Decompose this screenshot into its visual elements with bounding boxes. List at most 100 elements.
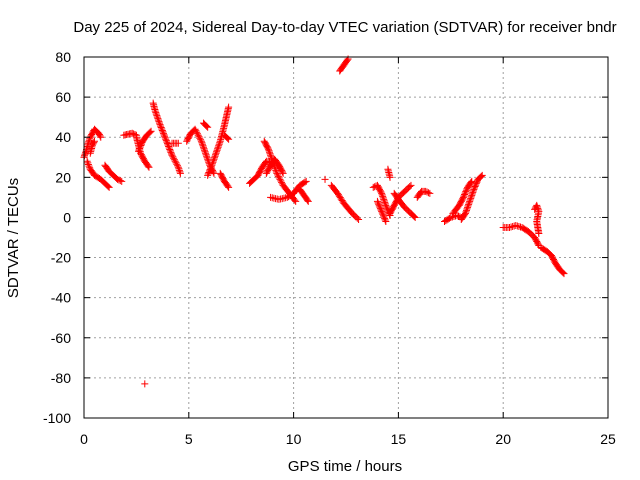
plot-frame xyxy=(83,56,609,419)
data-point xyxy=(299,188,301,190)
y-tick-label: -20 xyxy=(51,250,71,266)
data-point xyxy=(137,150,139,152)
data-point xyxy=(270,196,272,198)
data-point xyxy=(91,144,93,146)
y-tick-label: 80 xyxy=(55,49,71,65)
data-point xyxy=(265,160,267,162)
data-point xyxy=(358,218,360,220)
data-point xyxy=(410,184,412,186)
data-point xyxy=(397,198,399,200)
data-point xyxy=(93,128,95,130)
data-point xyxy=(385,220,387,222)
data-point xyxy=(263,140,265,142)
data-point xyxy=(272,160,274,162)
data-point xyxy=(112,174,114,176)
data-point xyxy=(540,247,542,249)
data-point xyxy=(462,196,464,198)
data-point xyxy=(272,162,274,164)
data-point xyxy=(98,132,100,134)
data-point xyxy=(282,172,284,174)
data-point xyxy=(207,126,209,128)
data-point xyxy=(464,212,466,214)
data-point xyxy=(389,176,391,178)
tick-marks xyxy=(83,56,609,419)
data-point xyxy=(89,152,91,154)
data-point xyxy=(538,245,540,247)
data-point xyxy=(282,184,284,186)
data-point xyxy=(521,226,523,228)
data-point xyxy=(261,166,263,168)
data-point xyxy=(207,174,209,176)
data-point xyxy=(534,237,536,239)
data-point xyxy=(117,178,119,180)
data-point xyxy=(144,160,146,162)
data-point xyxy=(347,58,349,60)
data-point xyxy=(467,186,469,188)
data-point xyxy=(100,136,102,138)
data-point xyxy=(389,212,391,214)
data-point xyxy=(202,122,204,124)
grid-lines xyxy=(84,57,608,418)
data-point xyxy=(534,208,536,210)
data-point xyxy=(177,142,179,144)
data-point xyxy=(410,212,412,214)
x-tick-label: 15 xyxy=(391,431,407,447)
data-point xyxy=(150,130,152,132)
data-point xyxy=(108,170,110,172)
data-point xyxy=(223,124,225,126)
data-point xyxy=(429,192,431,194)
data-point xyxy=(158,122,160,124)
x-tick-label: 10 xyxy=(286,431,302,447)
x-tick-label: 0 xyxy=(80,431,88,447)
data-point xyxy=(452,212,454,214)
x-tick-labels: 0 5 10 15 20 25 xyxy=(80,431,616,447)
data-point xyxy=(104,182,106,184)
data-point xyxy=(140,152,142,154)
data-point xyxy=(228,106,230,108)
data-point xyxy=(538,210,540,212)
data-point xyxy=(219,172,221,174)
data-point xyxy=(404,206,406,208)
data-point xyxy=(104,164,106,166)
data-point xyxy=(303,194,305,196)
data-point xyxy=(414,216,416,218)
data-point xyxy=(228,138,230,140)
data-point xyxy=(93,140,95,142)
data-point xyxy=(477,178,479,180)
data-point xyxy=(397,196,399,198)
data-point xyxy=(123,134,125,136)
x-tick-label: 25 xyxy=(600,431,616,447)
data-point xyxy=(100,178,102,180)
data-point xyxy=(253,178,255,180)
data-point xyxy=(305,180,307,182)
data-point xyxy=(278,164,280,166)
data-point xyxy=(481,174,483,176)
data-point xyxy=(144,383,146,385)
data-point xyxy=(200,140,202,142)
data-point xyxy=(131,132,133,134)
chart-title: Day 225 of 2024, Sidereal Day-to-day VTE… xyxy=(73,19,616,36)
data-point xyxy=(146,134,148,136)
data-point xyxy=(450,216,452,218)
data-point xyxy=(194,128,196,130)
data-point xyxy=(471,180,473,182)
data-point xyxy=(209,164,211,166)
data-point xyxy=(87,142,89,144)
data-point xyxy=(425,190,427,192)
data-point xyxy=(213,172,215,174)
data-point xyxy=(330,184,332,186)
data-point xyxy=(286,196,288,198)
data-point xyxy=(127,133,129,135)
data-point xyxy=(211,164,213,166)
data-point xyxy=(215,152,217,154)
data-point xyxy=(393,192,395,194)
data-point xyxy=(546,251,548,253)
data-point xyxy=(372,186,374,188)
data-point xyxy=(85,150,87,152)
data-point xyxy=(444,220,446,222)
y-tick-labels: -100 -80 -60 -40 -20 0 20 40 60 80 xyxy=(43,49,71,426)
data-point xyxy=(223,134,225,136)
data-point xyxy=(559,269,561,271)
data-point xyxy=(393,204,395,206)
data-point xyxy=(228,186,230,188)
